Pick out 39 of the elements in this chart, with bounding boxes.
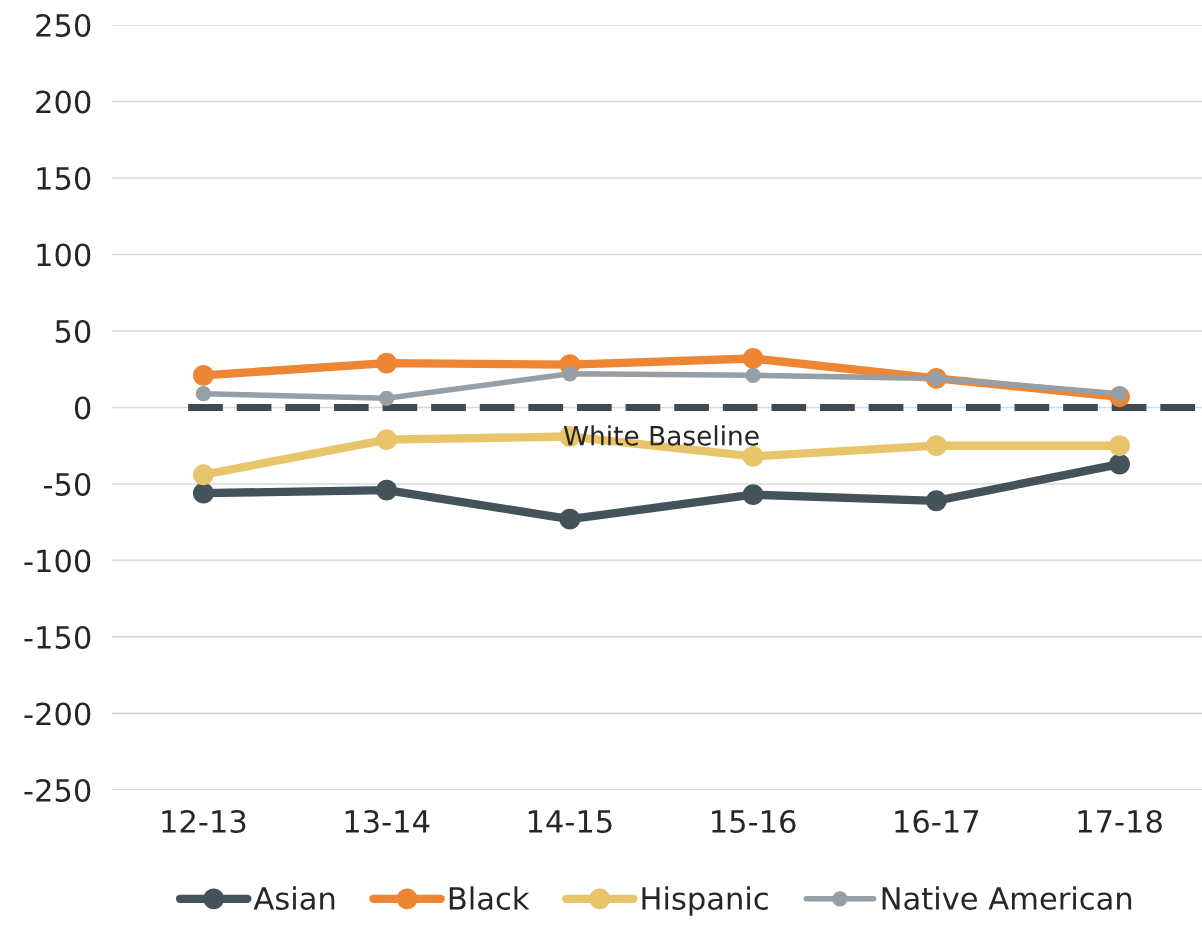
y-tick-label: -100: [24, 549, 91, 573]
x-tick-label: 15-16: [712, 809, 796, 834]
point: [1109, 453, 1130, 475]
y-tick-label: 250: [36, 13, 91, 38]
point: [742, 446, 764, 467]
point: [376, 352, 398, 374]
x-tick-label: 17-18: [1078, 809, 1162, 834]
legend-label: Black: [449, 886, 530, 910]
point: [378, 390, 395, 406]
point: [925, 490, 947, 512]
point: [192, 364, 214, 386]
y-tick-label: 150: [37, 166, 91, 191]
y-tick-label: 200: [36, 90, 91, 114]
y-tick-label: 0: [74, 396, 91, 420]
point: [192, 482, 214, 504]
point: [1109, 435, 1130, 457]
x-tick-label: 14-15: [528, 810, 612, 834]
y-tick-label: -150: [24, 625, 91, 649]
y-tick-label: -200: [24, 702, 91, 726]
point: [742, 484, 764, 506]
point: [195, 386, 212, 402]
legend-label: Asian: [253, 886, 335, 910]
point: [925, 435, 947, 457]
legend-label: Hispanic: [642, 886, 768, 916]
y-tick-label: -250: [24, 778, 91, 802]
point: [192, 464, 214, 486]
y-tick-label: 100: [37, 243, 91, 267]
y-tick-label: -50: [43, 472, 91, 496]
legend-label: Native American: [882, 886, 1132, 910]
x-tick-label: 16-17: [895, 809, 979, 834]
point: [742, 348, 764, 369]
y-tick-label: 50: [55, 319, 91, 344]
point: [745, 367, 761, 383]
point: [376, 479, 398, 501]
point: [376, 429, 398, 451]
point: [562, 366, 578, 382]
x-tick-label: 12-13: [162, 809, 246, 834]
point: [559, 508, 581, 530]
x-tick-label: 13-14: [345, 809, 430, 834]
